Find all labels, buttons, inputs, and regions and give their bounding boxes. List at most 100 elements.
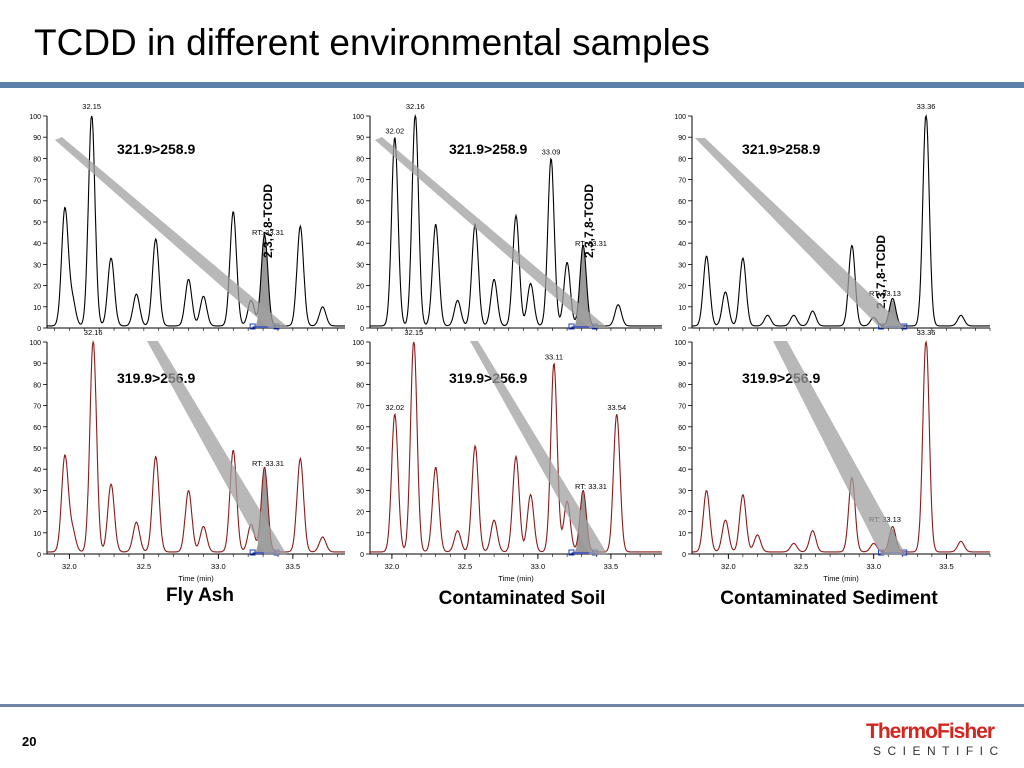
y-tick-label: 50 <box>33 220 41 227</box>
top-peak-label: 33.36 <box>917 102 936 111</box>
x-axis-title: Time (min) <box>178 574 214 583</box>
trace-line <box>692 340 990 553</box>
trace-line <box>47 339 345 553</box>
y-tick-label: 70 <box>356 178 364 185</box>
trace-line <box>692 114 990 327</box>
y-tick-label: 50 <box>678 220 686 227</box>
x-tick-label: 33.5 <box>286 562 301 571</box>
y-tick-label: 20 <box>678 284 686 291</box>
y-tick-label: 70 <box>678 404 686 411</box>
peak-annotation: 33.09 <box>542 148 561 157</box>
rt-label: RT: 33.31 <box>575 239 607 248</box>
y-tick-label: 80 <box>33 156 41 163</box>
y-tick-label: 90 <box>33 135 41 142</box>
panel-1-trace-1: 0 10 20 30 40 50 60 70 80 90 100 321.9>258.9 RT: 33.… <box>29 102 345 333</box>
sample-label-fly-ash: Fly Ash <box>166 585 234 606</box>
top-peak-label: 32.15 <box>82 102 101 111</box>
y-tick-label: 40 <box>678 467 686 474</box>
y-tick-label: 30 <box>356 488 364 495</box>
y-tick-label: 30 <box>33 262 41 269</box>
y-tick-label: 80 <box>678 156 686 163</box>
y-tick-label: 20 <box>356 284 364 291</box>
y-tick-label: 20 <box>356 510 364 517</box>
x-axis-title: Time (min) <box>823 574 859 583</box>
y-tick-label: 50 <box>678 446 686 453</box>
y-tick-label: 60 <box>678 199 686 206</box>
y-tick-label: 90 <box>356 135 364 142</box>
top-peak-label: 33.36 <box>917 328 936 337</box>
y-tick-label: 0 <box>360 326 364 333</box>
y-tick-label: 10 <box>678 305 686 312</box>
y-tick-label: 100 <box>674 114 686 121</box>
y-tick-label: 0 <box>37 326 41 333</box>
y-tick-label: 80 <box>678 382 686 389</box>
sample-label-contaminated-sediment: Contaminated Sediment <box>720 588 938 609</box>
top-peak-label: 32.15 <box>404 328 423 337</box>
y-tick-label: 50 <box>33 446 41 453</box>
page-number: 20 <box>22 734 37 749</box>
x-tick-label: 32.0 <box>62 562 77 571</box>
y-tick-label: 70 <box>678 178 686 185</box>
thermo-fisher-logo: ThermoFisher SCIENTIFIC <box>866 720 1006 760</box>
callout-wedge <box>375 137 608 328</box>
y-tick-label: 10 <box>356 531 364 538</box>
y-tick-label: 0 <box>360 552 364 559</box>
y-tick-label: 80 <box>33 382 41 389</box>
callout-wedge <box>147 341 287 555</box>
integration-marker-start <box>249 549 256 556</box>
top-peak-label: 32.16 <box>84 328 103 337</box>
x-axis-title: Time (min) <box>498 574 534 583</box>
transition-label: 321.9>258.9 <box>449 141 527 157</box>
sample-label-contaminated-soil: Contaminated Soil <box>438 588 606 609</box>
y-tick-label: 30 <box>678 262 686 269</box>
footer-divider <box>0 704 1024 707</box>
title-divider <box>0 82 1024 88</box>
panel-1-trace-2: 0 10 20 30 40 50 60 70 80 90 100 319.9>256.9 RT: 33.… <box>29 328 345 583</box>
y-tick-label: 90 <box>678 135 686 142</box>
y-tick-label: 100 <box>352 340 364 347</box>
y-tick-label: 0 <box>682 552 686 559</box>
y-tick-label: 100 <box>29 340 41 347</box>
y-tick-label: 50 <box>356 220 364 227</box>
transition-label: 321.9>258.9 <box>742 141 820 157</box>
y-tick-label: 30 <box>33 488 41 495</box>
integration-marker-start <box>568 323 575 330</box>
y-tick-label: 40 <box>356 241 364 248</box>
integration-marker-start <box>568 549 575 556</box>
y-tick-label: 40 <box>356 467 364 474</box>
y-tick-label: 90 <box>356 361 364 368</box>
y-tick-label: 70 <box>33 404 41 411</box>
y-tick-label: 80 <box>356 156 364 163</box>
x-tick-label: 33.5 <box>604 562 619 571</box>
x-tick-label: 33.5 <box>939 562 954 571</box>
y-tick-label: 60 <box>678 425 686 432</box>
rt-label: RT: 33.31 <box>575 482 607 491</box>
x-tick-label: 32.5 <box>137 562 152 571</box>
trace-line <box>370 113 662 327</box>
peak-annotation: 32.02 <box>385 126 404 135</box>
y-tick-label: 60 <box>33 199 41 206</box>
y-tick-label: 100 <box>352 114 364 121</box>
callout-wedge <box>470 341 608 555</box>
transition-label: 321.9>258.9 <box>117 141 195 157</box>
logo-subtitle: SCIENTIFIC <box>873 744 1005 758</box>
y-tick-label: 50 <box>356 446 364 453</box>
y-tick-label: 40 <box>33 241 41 248</box>
x-tick-label: 33.0 <box>531 562 546 571</box>
slide-title: TCDD in different environmental samples <box>34 22 710 63</box>
trace-line <box>370 341 662 553</box>
callout-wedge <box>773 341 906 555</box>
x-tick-label: 33.0 <box>866 562 881 571</box>
trace-line <box>47 115 345 327</box>
y-tick-label: 100 <box>29 114 41 121</box>
y-tick-label: 70 <box>356 404 364 411</box>
y-tick-label: 0 <box>37 552 41 559</box>
x-tick-label: 32.5 <box>458 562 473 571</box>
y-tick-label: 90 <box>678 361 686 368</box>
y-tick-label: 40 <box>33 467 41 474</box>
peak-annotation: 32.02 <box>385 403 404 412</box>
integration-marker-start <box>249 323 256 330</box>
x-tick-label: 33.0 <box>211 562 226 571</box>
panel-2-trace-1: 0 10 20 30 40 50 60 70 80 90 100 321.9>258.9 RT: 33.… <box>352 102 662 333</box>
rt-label: RT: 33.31 <box>252 459 284 468</box>
